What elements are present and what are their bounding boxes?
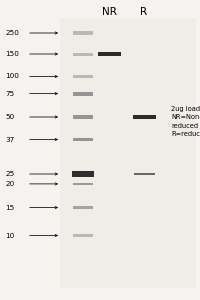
Bar [73, 235, 93, 236]
Bar [73, 206, 93, 209]
Bar [132, 115, 156, 119]
Text: 2ug loading
NR=Non-
reduced
R=reduced: 2ug loading NR=Non- reduced R=reduced [171, 106, 200, 137]
Bar [134, 173, 154, 175]
Text: NR: NR [102, 7, 116, 17]
Bar [73, 115, 93, 119]
Text: 100: 100 [5, 74, 19, 80]
Text: 150: 150 [5, 51, 19, 57]
Text: 250: 250 [5, 30, 19, 36]
Bar [60, 18, 196, 288]
Bar [73, 32, 93, 34]
Text: 10: 10 [5, 232, 14, 238]
Bar [72, 171, 94, 177]
Bar [73, 75, 93, 78]
Text: 15: 15 [5, 205, 14, 211]
Text: 25: 25 [5, 171, 14, 177]
Text: R: R [140, 7, 148, 17]
Bar [73, 182, 93, 185]
Text: 75: 75 [5, 91, 14, 97]
Bar [73, 138, 93, 141]
Text: 50: 50 [5, 114, 14, 120]
Bar [73, 92, 93, 95]
Text: 37: 37 [5, 136, 14, 142]
Bar [98, 52, 120, 56]
Text: 20: 20 [5, 181, 14, 187]
Bar [73, 52, 93, 56]
